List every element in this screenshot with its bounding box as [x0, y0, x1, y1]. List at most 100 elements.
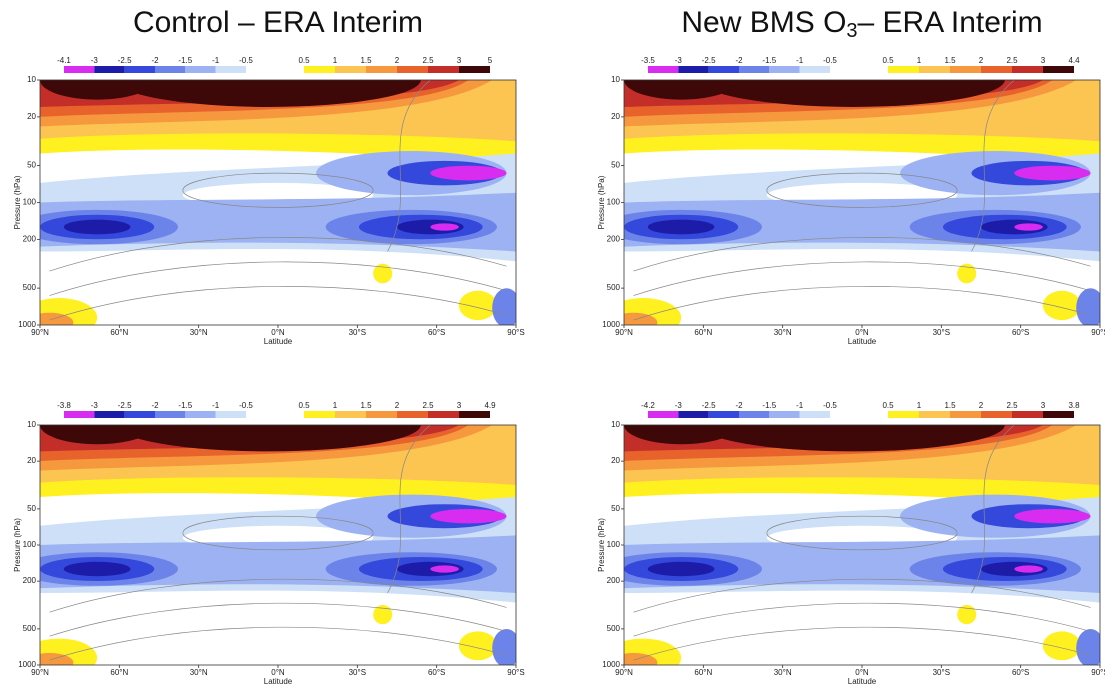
colorbar-label: -3.5: [641, 56, 655, 65]
field-contour: [633, 626, 1091, 661]
colorbar-box: [366, 411, 397, 418]
x-tick-label: 90°N: [31, 328, 49, 337]
y-tick-label: 50: [27, 504, 36, 513]
y-tick-label: 10: [611, 420, 620, 429]
colorbar-box: [950, 411, 981, 418]
colorbar-label: 1.5: [360, 401, 372, 410]
field-contour: [766, 515, 958, 551]
field-contour: [633, 261, 1091, 296]
colorbar-box: [459, 66, 490, 73]
colorbar-label: 3.8: [1068, 401, 1080, 410]
colorbar-label: 1.5: [360, 56, 372, 65]
colorbar-label: -1.5: [762, 401, 776, 410]
field-contour: [49, 261, 507, 296]
colorbar-box: [739, 66, 770, 73]
field-contour: [49, 578, 507, 613]
colorbar-box: [708, 411, 739, 418]
colorbar-box: [304, 411, 335, 418]
colorbar-box: [397, 411, 428, 418]
colorbar-label: -0.5: [823, 56, 837, 65]
colorbar-label: 1: [917, 401, 922, 410]
colorbar-label: 3: [1041, 401, 1046, 410]
colorbar-label: -0.5: [239, 56, 253, 65]
contour-field: [624, 425, 1100, 665]
colorbar-label: -1.5: [178, 56, 192, 65]
colorbar-box: [185, 411, 216, 418]
field-patch: [700, 80, 1005, 107]
colorbar-label: -1: [796, 56, 804, 65]
colorbar-label: 2: [395, 56, 400, 65]
field-contour: [182, 515, 374, 551]
field-patch: [373, 605, 393, 625]
field-patch: [116, 80, 421, 107]
x-tick-label: 0°N: [271, 668, 285, 677]
field-contour: [633, 578, 1091, 613]
colorbar-label: -3.8: [57, 401, 71, 410]
x-tick-label: 90°N: [615, 328, 633, 337]
colorbar-box: [799, 411, 830, 418]
y-tick-label: 20: [27, 112, 36, 121]
field-contour: [633, 286, 1091, 321]
colorbar-box: [459, 411, 490, 418]
colorbar-label: 2: [979, 56, 984, 65]
colorbar-box: [397, 66, 428, 73]
colorbar-box: [124, 66, 155, 73]
field-contour: [387, 80, 431, 252]
y-axis-label: Pressure (hPa): [13, 175, 22, 229]
field-patch: [1014, 509, 1091, 524]
colorbar-box: [428, 66, 459, 73]
colorbar-label: -2.5: [702, 401, 716, 410]
colorbar-box: [769, 66, 800, 73]
y-tick-label: 20: [27, 456, 36, 465]
colorbar-label: -1.5: [762, 56, 776, 65]
colorbar-box: [94, 411, 125, 418]
x-tick-label: 0°N: [271, 328, 285, 337]
x-axis-label: Latitude: [264, 677, 293, 686]
x-tick-label: 30°N: [190, 668, 208, 677]
colorbar-label: -0.5: [823, 401, 837, 410]
colorbar-label: 3: [457, 401, 462, 410]
colorbar-label: 3: [1041, 56, 1046, 65]
field-patch: [40, 312, 74, 325]
colorbar-box: [335, 411, 366, 418]
colorbar-box: [64, 66, 95, 73]
x-tick-label: 30°N: [774, 668, 792, 677]
field-contour: [633, 237, 1091, 272]
y-tick-label: 500: [607, 624, 621, 633]
colorbar-label: 1.5: [944, 401, 956, 410]
colorbar-box: [919, 411, 950, 418]
contour-field: [624, 80, 1100, 325]
x-tick-label: 30°N: [774, 328, 792, 337]
y-tick-label: 10: [611, 75, 620, 84]
field-patch: [430, 165, 507, 181]
field-patch: [1042, 290, 1081, 321]
contour-field: [40, 425, 516, 665]
colorbar-label: -2: [151, 56, 159, 65]
x-tick-label: 90°S: [507, 328, 524, 337]
field-patch: [116, 425, 421, 452]
colorbar-box: [185, 66, 216, 73]
x-tick-label: 0°N: [855, 668, 869, 677]
y-tick-label: 50: [27, 161, 36, 170]
colorbar-label: -3: [675, 56, 683, 65]
colorbar-label: -4.2: [641, 401, 655, 410]
field-patch: [957, 263, 977, 284]
colorbar-box: [366, 66, 397, 73]
y-tick-label: 100: [23, 198, 37, 207]
x-tick-label: 60°N: [110, 668, 128, 677]
colorbar-box: [769, 411, 800, 418]
column-title: New BMS O3– ERA Interim: [681, 6, 1042, 42]
field-patch: [63, 219, 131, 235]
colorbar-label: -1: [796, 401, 804, 410]
colorbar-label: -3: [675, 401, 683, 410]
field-contour: [182, 172, 374, 208]
colorbar-label: 1: [917, 56, 922, 65]
x-tick-label: 30°S: [933, 328, 950, 337]
y-tick-label: 50: [611, 504, 620, 513]
field-patch: [430, 223, 459, 231]
colorbar-label: -4.1: [57, 56, 71, 65]
y-tick-label: 500: [607, 283, 621, 292]
field-contour: [49, 286, 507, 321]
x-axis-label: Latitude: [848, 337, 877, 346]
colorbar-box: [919, 66, 950, 73]
